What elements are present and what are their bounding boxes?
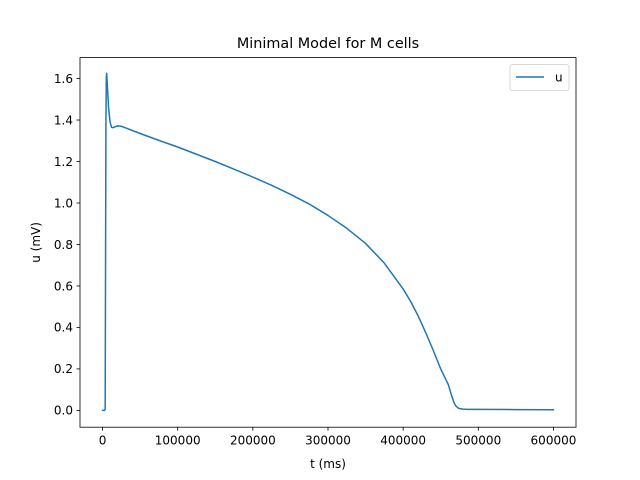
- x-axis-label: t (ms): [310, 457, 346, 471]
- y-tick-label: 1.4: [54, 113, 73, 127]
- y-tick-label: 0.0: [54, 404, 73, 418]
- chart-title: Minimal Model for M cells: [237, 36, 419, 52]
- x-tick-label: 300000: [305, 434, 351, 448]
- y-tick-label: 0.2: [54, 362, 73, 376]
- x-tick-label: 400000: [380, 434, 426, 448]
- y-tick-label: 0.8: [54, 238, 73, 252]
- x-tick-label: 600000: [531, 434, 577, 448]
- legend: u: [509, 64, 570, 91]
- y-tick-label: 1.0: [54, 196, 73, 210]
- y-tick-label: 0.4: [54, 321, 73, 335]
- y-tick-label: 0.6: [54, 279, 73, 293]
- x-tick-label: 100000: [155, 434, 201, 448]
- x-tick-label: 200000: [230, 434, 276, 448]
- x-tick-label: 500000: [455, 434, 501, 448]
- legend-label-u: u: [555, 71, 563, 85]
- y-axis-label: u (mV): [29, 222, 43, 263]
- x-tick-label: 0: [99, 434, 107, 448]
- y-tick-label: 1.2: [54, 155, 73, 169]
- y-tick-label: 1.6: [54, 72, 73, 86]
- series-line-u: [101, 72, 555, 412]
